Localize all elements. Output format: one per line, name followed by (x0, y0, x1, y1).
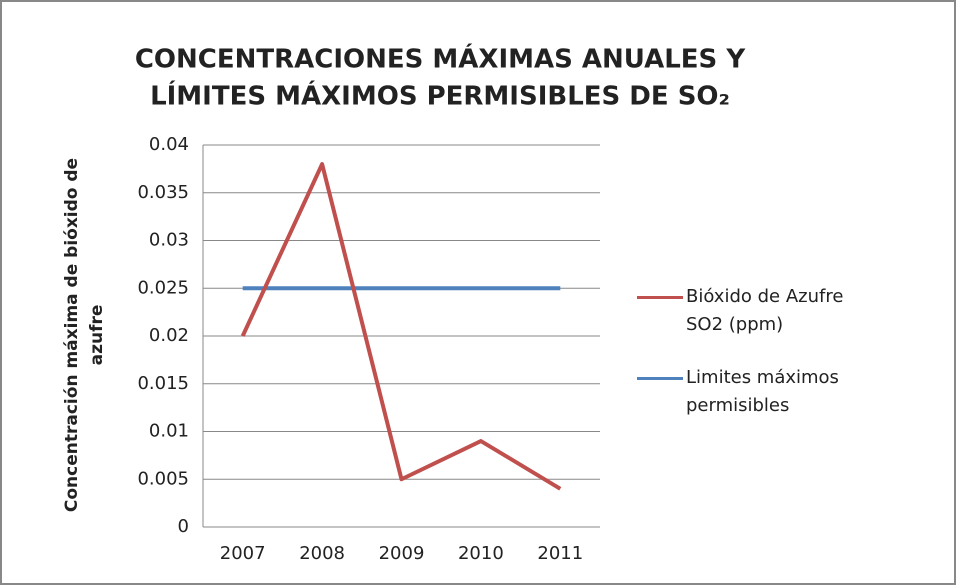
y-tick-label: 0.02 (149, 325, 189, 346)
chart-title: LÍMITES MÁXIMOS PERMISIBLES DE SO₂ (150, 80, 730, 112)
y-tick-label: 0.025 (137, 277, 189, 298)
y-axis-title-line: Concentración máxima de bióxido de (62, 158, 82, 512)
y-tick-label: 0.035 (137, 182, 189, 203)
legend-swatch (637, 377, 683, 380)
x-tick-label: 2010 (458, 543, 504, 564)
y-tick-label: 0 (178, 516, 189, 537)
y-tick-label: 0.005 (137, 468, 189, 489)
legend-swatch (637, 296, 683, 299)
x-tick-label: 2007 (220, 543, 266, 564)
x-tick-label: 2011 (537, 543, 583, 564)
y-tick-label: 0.015 (137, 373, 189, 394)
y-tick-label: 0.04 (149, 134, 189, 155)
x-tick-label: 2008 (299, 543, 345, 564)
x-tick-label: 2009 (379, 543, 425, 564)
legend-item: Limites máximos permisibles (637, 364, 937, 420)
y-axis-title: Concentración máxima de bióxido de azufr… (62, 158, 107, 512)
y-tick-label: 0.03 (149, 230, 189, 251)
legend-item: Bióxido de Azufre SO2 (ppm) (637, 283, 937, 339)
y-axis-title-line: azufre (87, 305, 107, 366)
legend-label: Limites máximos permisibles (686, 367, 839, 416)
series-line (240, 162, 562, 491)
y-tick-label: 0.01 (149, 421, 189, 442)
chart-title: CONCENTRACIONES MÁXIMAS ANUALES Y (135, 43, 746, 75)
legend-label: Bióxido de Azufre SO2 (ppm) (686, 286, 844, 335)
